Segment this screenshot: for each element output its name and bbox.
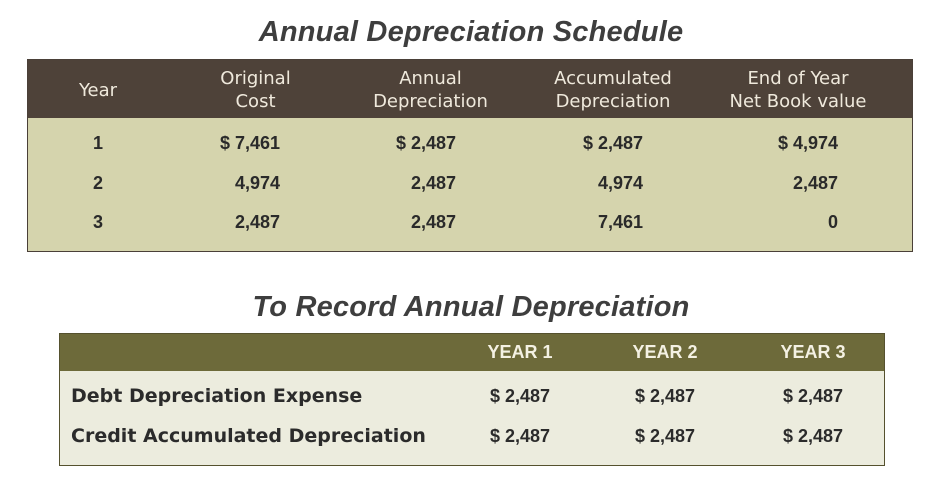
cell-year-1: $ 2,487 bbox=[489, 386, 551, 406]
table-row: Debt Depreciation Expense $ 2,487 $ 2,48… bbox=[60, 376, 884, 416]
cell-annual-depreciation: 2,487 bbox=[410, 212, 456, 232]
cell-annual-depreciation: 2,487 bbox=[410, 173, 456, 193]
cell-annual-depreciation: $ 2,487 bbox=[395, 133, 456, 153]
cell-year-1: $ 2,487 bbox=[489, 426, 551, 446]
cell-end-of-year-nbv: $ 4,974 bbox=[777, 133, 838, 153]
cell-year: 1 bbox=[92, 133, 103, 153]
header-accumulated-depreciation-line1: Accumulated bbox=[554, 68, 672, 89]
header-original-cost: Original Cost bbox=[188, 65, 323, 115]
header-annual-depreciation-line1: Annual bbox=[399, 68, 462, 89]
cell-original-cost: 2,487 bbox=[234, 212, 280, 232]
header-year-1: YEAR 1 bbox=[487, 342, 553, 362]
entry-label-debit: Debt Depreciation Expense bbox=[71, 385, 363, 407]
depreciation-schedule-table: Year Original Cost Annual Depreciation A… bbox=[27, 59, 913, 252]
table-row: Credit Accumulated Depreciation $ 2,487 … bbox=[60, 416, 884, 456]
entries-title: To Record Annual Depreciation bbox=[252, 291, 690, 323]
header-year-line1: Year bbox=[78, 79, 118, 101]
cell-original-cost: 4,974 bbox=[234, 173, 280, 193]
header-end-of-year-nbv-line1: End of Year bbox=[747, 68, 849, 89]
header-annual-depreciation-line2: Depreciation bbox=[373, 91, 488, 112]
header-end-of-year-nbv: End of Year Net Book value bbox=[718, 65, 878, 115]
cell-accumulated-depreciation: 7,461 bbox=[597, 212, 643, 232]
header-original-cost-line2: Cost bbox=[235, 91, 276, 112]
cell-year: 2 bbox=[92, 173, 103, 193]
cell-accumulated-depreciation: $ 2,487 bbox=[582, 133, 643, 153]
header-year-3: YEAR 3 bbox=[780, 342, 846, 362]
cell-year-3: $ 2,487 bbox=[782, 386, 844, 406]
schedule-title: Annual Depreciation Schedule bbox=[258, 16, 684, 48]
header-accumulated-depreciation-line2: Depreciation bbox=[555, 91, 671, 112]
cell-year: 3 bbox=[92, 212, 103, 232]
table-row: 1 $ 7,461 $ 2,487 $ 2,487 $ 4,974 bbox=[28, 124, 912, 162]
header-original-cost-line1: Original bbox=[220, 68, 291, 89]
schedule-header-row: Year Original Cost Annual Depreciation A… bbox=[28, 60, 912, 118]
cell-year-3: $ 2,487 bbox=[782, 426, 844, 446]
header-year: Year bbox=[58, 65, 138, 115]
header-annual-depreciation: Annual Depreciation bbox=[358, 65, 503, 115]
cell-end-of-year-nbv: 0 bbox=[827, 212, 838, 232]
cell-end-of-year-nbv: 2,487 bbox=[792, 173, 838, 193]
journal-entries-table: YEAR 1 YEAR 2 YEAR 3 Debt Depreciation E… bbox=[59, 333, 885, 466]
cell-original-cost: $ 7,461 bbox=[219, 133, 280, 153]
cell-year-2: $ 2,487 bbox=[634, 386, 696, 406]
entries-header-row: YEAR 1 YEAR 2 YEAR 3 bbox=[60, 334, 884, 371]
cell-year-2: $ 2,487 bbox=[634, 426, 696, 446]
header-end-of-year-nbv-line2: Net Book value bbox=[729, 91, 867, 112]
table-row: 2 4,974 2,487 4,974 2,487 bbox=[28, 164, 912, 202]
cell-accumulated-depreciation: 4,974 bbox=[597, 173, 643, 193]
header-accumulated-depreciation: Accumulated Depreciation bbox=[533, 65, 693, 115]
entry-label-credit: Credit Accumulated Depreciation bbox=[71, 425, 426, 447]
header-year-2: YEAR 2 bbox=[632, 342, 698, 362]
table-row: 3 2,487 2,487 7,461 0 bbox=[28, 203, 912, 241]
